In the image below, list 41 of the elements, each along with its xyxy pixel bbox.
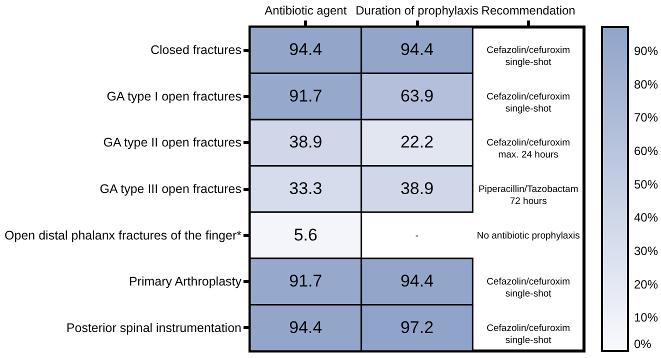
y-tick-label: Open distal phalanx fractures of the finger*	[4, 228, 242, 242]
y-tick-label: GA type II open fractures	[103, 136, 242, 150]
text: Cefazolin/cefuroxim single-shot	[486, 322, 570, 346]
data-label: 91.7	[289, 86, 322, 106]
y-tick-label: GA type I open fractures	[106, 89, 242, 104]
text: Cefazolin/cefuroxim max. 24 hours	[486, 138, 570, 161]
data-label: 22.2	[400, 132, 434, 152]
data-label: 33.3	[289, 179, 322, 198]
color-bar-label: 90%	[634, 44, 658, 58]
color-bar-label: 20%	[634, 277, 658, 292]
data-label: 38.9	[289, 132, 322, 152]
color-bar-label: 80%	[634, 77, 658, 92]
color-bar-label: 50%	[634, 177, 658, 192]
data-label: 94.4	[289, 40, 322, 60]
data-label: 91.7	[289, 272, 322, 291]
x-tick-label: Antibiotic agent	[264, 4, 348, 18]
text: Cefazolin/cefuroxim single-shot	[486, 276, 570, 300]
color-bar-label: 10%	[634, 310, 658, 325]
data-label: 94.4	[289, 318, 322, 337]
y-tick-label: GA type III open fractures	[100, 182, 242, 196]
text: -	[415, 230, 419, 242]
color-bar-label: 60%	[634, 144, 658, 158]
text: No antibiotic prophylaxis	[476, 230, 580, 242]
text: Cefazolin/cefuroxim single-shot	[486, 91, 570, 114]
y-tick-label: Posterior spinal instrumentation	[66, 320, 242, 335]
data-label: 94.4	[400, 40, 434, 60]
y-tick-label: Primary Arthroplasty	[128, 274, 242, 289]
color-bar-label: 40%	[634, 210, 658, 225]
y-tick-label: Closed fractures	[150, 43, 242, 58]
data-label: 5.6	[294, 225, 318, 244]
color-bar-label: 70%	[634, 110, 658, 125]
color-bar-label: 0%	[634, 337, 652, 351]
text: Cefazolin/cefuroxim single-shot	[486, 45, 570, 68]
color-bar-label: 30%	[634, 244, 658, 258]
x-tick-label: Duration of prophylaxis	[356, 4, 478, 18]
data-label: 94.4	[400, 272, 434, 291]
text: Piperacillin/Tazobactam 72 hours	[478, 184, 578, 207]
data-label: 97.2	[400, 318, 434, 337]
data-label: 63.9	[400, 86, 434, 106]
data-label: 38.9	[400, 179, 434, 198]
x-tick-label: Recommendation	[481, 4, 576, 18]
